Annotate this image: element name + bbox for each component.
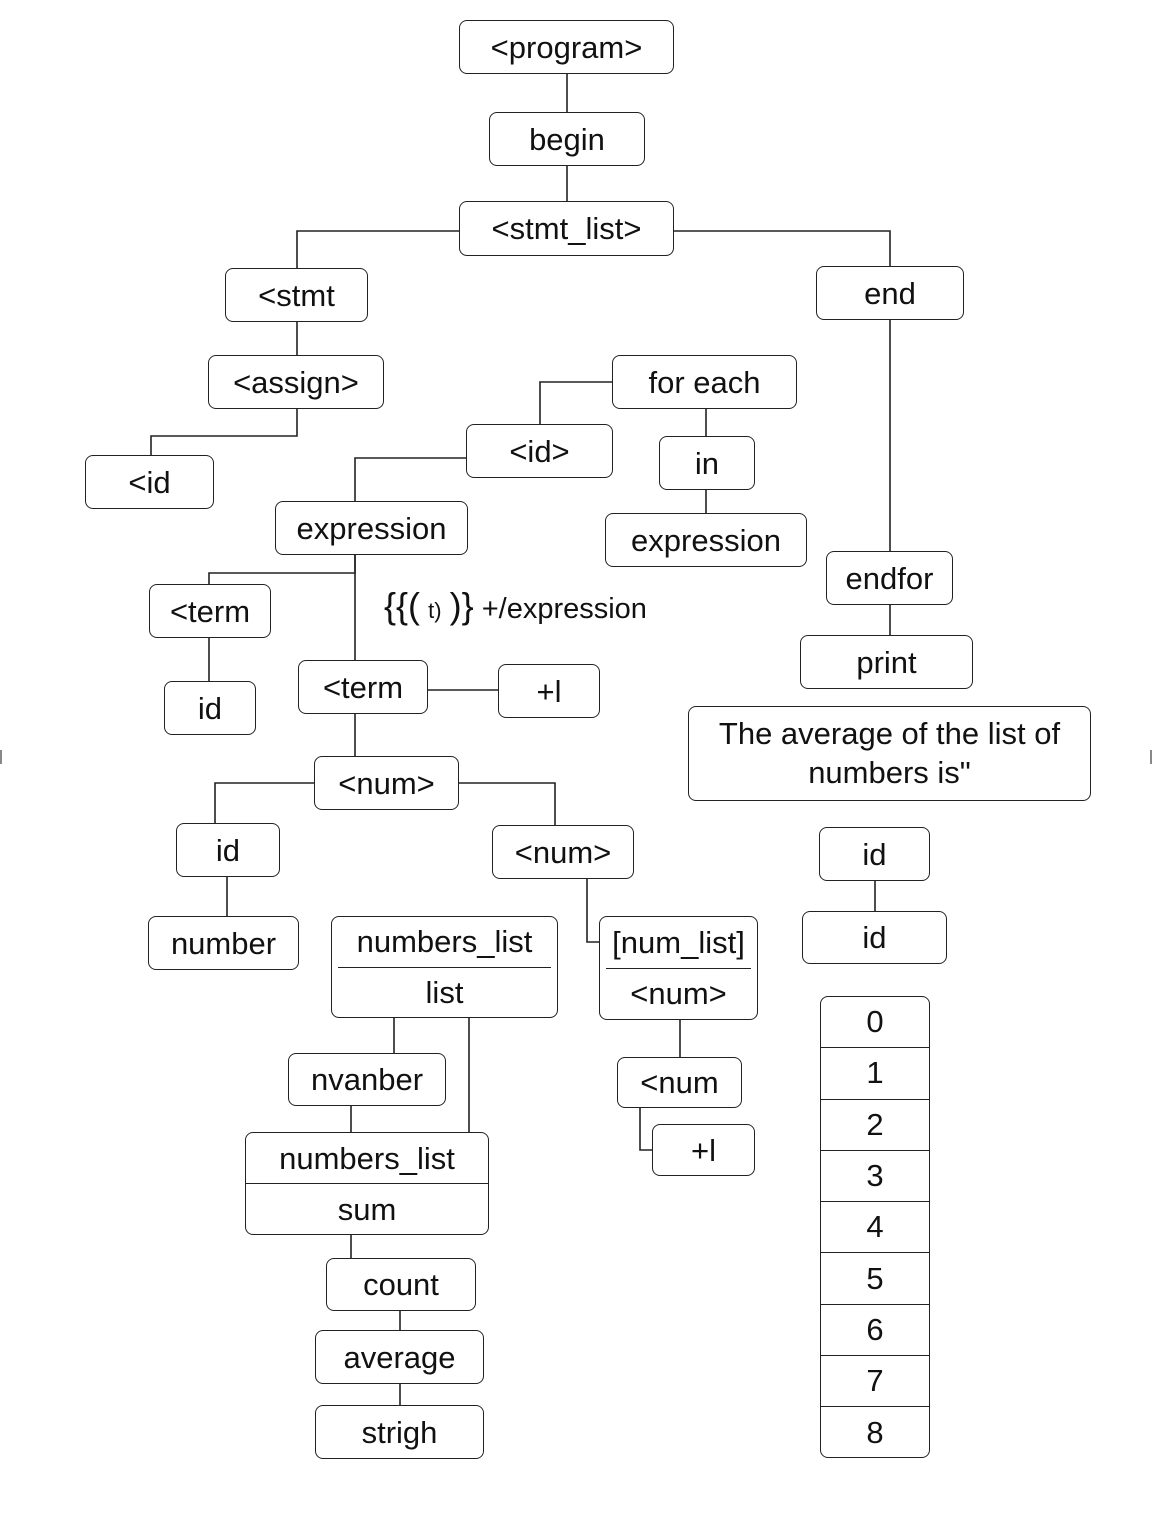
right-edge-mark [1150, 750, 1152, 764]
stack-cell: 3 [821, 1151, 929, 1203]
node-term-left: <term [149, 584, 271, 638]
node-sum: sum [337, 1191, 397, 1227]
node-numbers-list-sum-group: numbers_list sum [245, 1132, 489, 1235]
node-stmt-list: <stmt_list> [459, 201, 674, 256]
node-id-left: <id [85, 455, 214, 509]
node-for-each: for each [612, 355, 797, 409]
node-numbers-list-mid: numbers_list [246, 1133, 488, 1184]
stack-cell: 8 [866, 1415, 884, 1451]
stack-cell: 4 [821, 1202, 929, 1254]
node-nvanber: nvanber [288, 1053, 446, 1106]
node-id-under-term: id [164, 681, 256, 735]
node-num-list-bottom: <num> [630, 976, 727, 1012]
node-numbers-list-group: numbers_list list [331, 916, 558, 1018]
annotation-close-braces: )} [449, 585, 474, 626]
stack-cell: 5 [821, 1253, 929, 1305]
node-num-list-group: [num_list] <num> [599, 916, 758, 1020]
node-id-right-1: id [819, 827, 930, 881]
node-endfor: endfor [826, 551, 953, 605]
stack-cell: 0 [821, 997, 929, 1049]
stack-cell: 1 [821, 1048, 929, 1100]
annotation-open-braces: {{( [384, 585, 421, 626]
node-numbers-list-top: numbers_list [338, 917, 551, 968]
stack-cell: 6 [821, 1305, 929, 1357]
node-num-main: <num> [314, 756, 459, 810]
node-count: count [326, 1258, 476, 1311]
node-id-right-2: id [802, 911, 947, 964]
node-program: <program> [459, 20, 674, 74]
node-id-under-num: id [176, 823, 280, 877]
stack-cell: 7 [821, 1356, 929, 1408]
node-strigh: strigh [315, 1405, 484, 1459]
node-num-lower: <num [617, 1057, 742, 1108]
index-stack: 0 1 2 3 4 5 6 7 8 [820, 996, 930, 1458]
stack-cell: 2 [821, 1100, 929, 1151]
node-plus-l-center: +l [498, 664, 600, 718]
annotation-tail: +/expression [481, 593, 647, 625]
node-end: end [816, 266, 964, 320]
left-edge-mark [0, 750, 2, 764]
node-begin: begin [489, 112, 645, 166]
expression-annotation: {{( t) )} +/expression [384, 588, 647, 624]
annotation-inner: t) [428, 598, 442, 623]
node-assign: <assign> [208, 355, 384, 409]
node-average-message: The average of the list of numbers is" [688, 706, 1091, 801]
node-num-list-top: [num_list] [606, 917, 751, 969]
node-in: in [659, 436, 755, 490]
node-number: number [148, 916, 299, 970]
node-term-center: <term [298, 660, 428, 714]
node-plus-l-lower: +l [652, 1124, 755, 1176]
node-expression-right: expression [605, 513, 807, 567]
node-id-tag: <id> [466, 424, 613, 478]
node-list: list [425, 974, 464, 1010]
node-num-right: <num> [492, 825, 634, 879]
node-expression-left: expression [275, 501, 468, 555]
node-average: average [315, 1330, 484, 1384]
node-print: print [800, 635, 973, 689]
node-stmt: <stmt [225, 268, 368, 322]
